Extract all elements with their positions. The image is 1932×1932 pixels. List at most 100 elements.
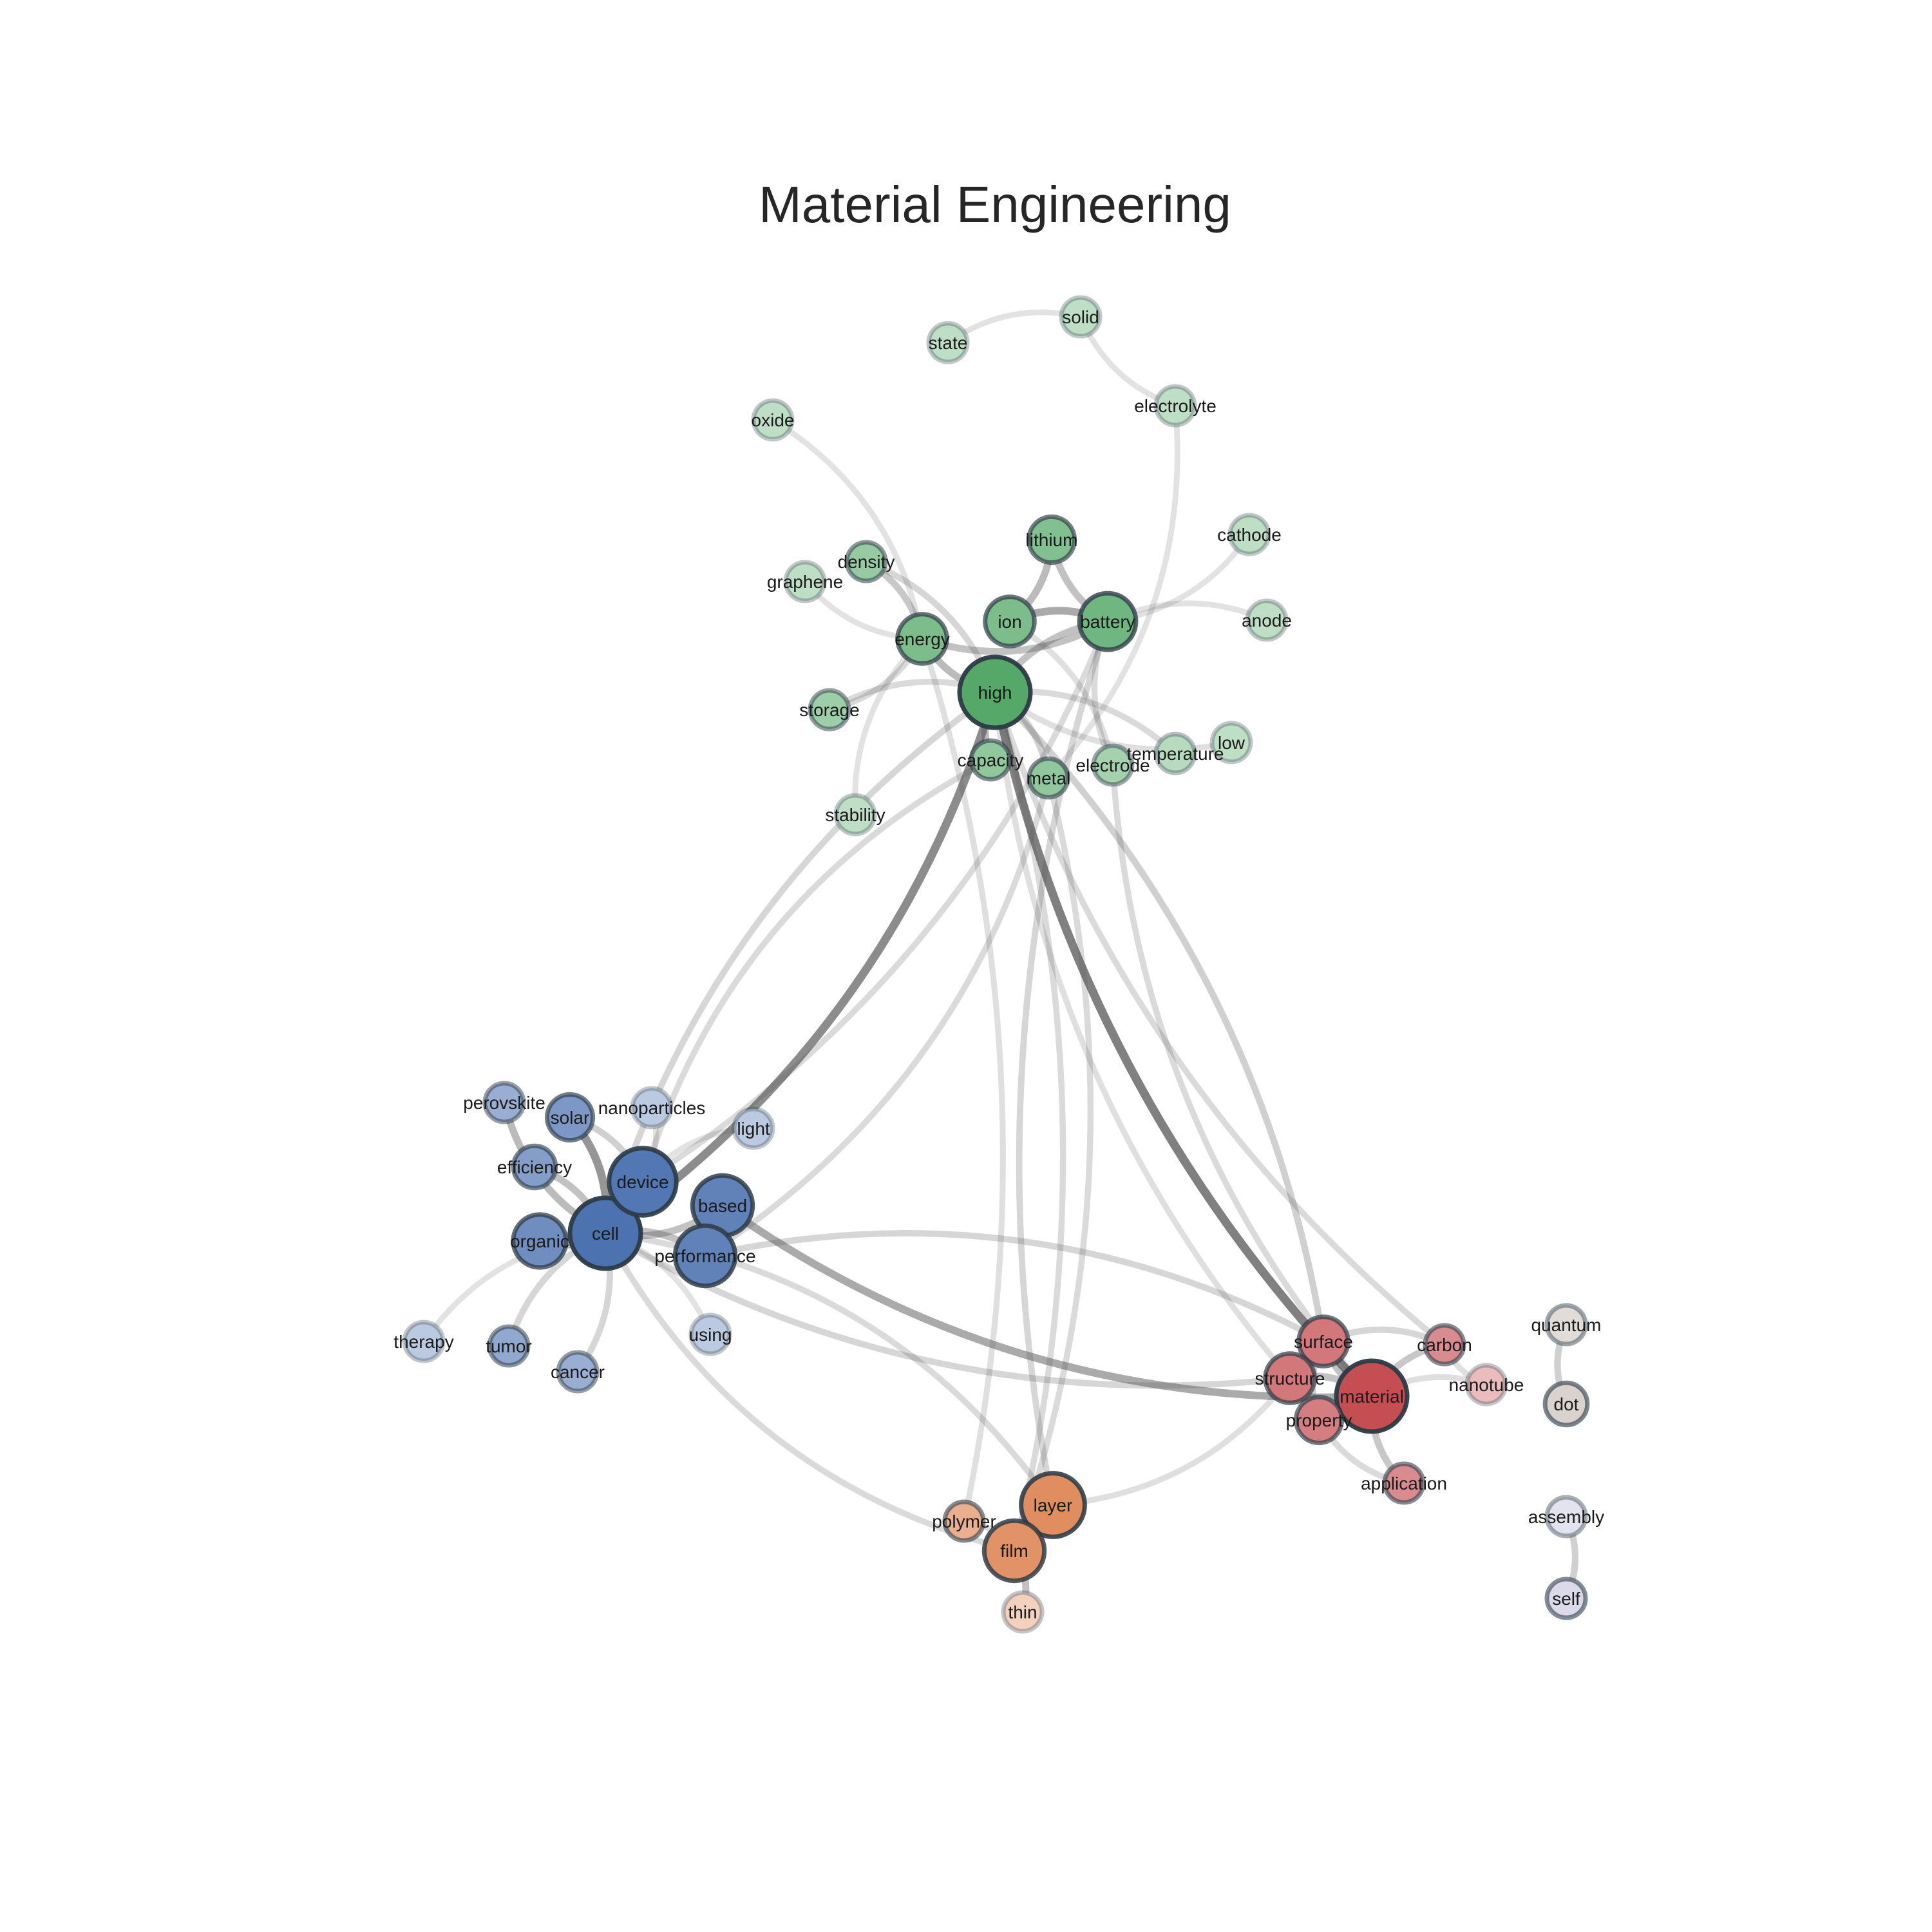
node-self xyxy=(1544,1577,1588,1620)
node-electrolyte xyxy=(1153,384,1197,428)
node-ion xyxy=(983,594,1037,649)
node-capacity xyxy=(969,738,1012,782)
node-efficiency xyxy=(511,1143,558,1191)
node-graphene xyxy=(783,560,827,603)
node-state xyxy=(926,321,970,365)
node-anode xyxy=(1245,598,1289,642)
node-organic xyxy=(511,1212,569,1270)
node-label-lithium: lithium xyxy=(1026,530,1078,550)
node-energy xyxy=(895,612,949,666)
node-label-electrode: electrode xyxy=(1075,755,1150,775)
node-label-carbon: carbon xyxy=(1417,1335,1472,1355)
edge-cell-film xyxy=(602,1230,1018,1554)
node-lithium xyxy=(1026,514,1077,565)
node-oxide xyxy=(751,398,795,442)
node-label-performance: performance xyxy=(654,1246,755,1266)
node-label-metal: metal xyxy=(1027,768,1070,788)
node-quantum xyxy=(1544,1303,1588,1347)
node-temperature xyxy=(1153,732,1197,775)
node-label-nanoparticles: nanoparticles xyxy=(598,1098,706,1118)
node-perovskite xyxy=(482,1081,526,1124)
edge-energy-polymer xyxy=(919,636,1006,1524)
node-electrode xyxy=(1091,743,1135,787)
node-label-property: property xyxy=(1286,1410,1352,1430)
node-label-organic: organic xyxy=(510,1231,569,1251)
node-label-ion: ion xyxy=(998,612,1021,632)
node-storage xyxy=(808,688,851,732)
node-label-cancer: cancer xyxy=(551,1362,605,1382)
node-low xyxy=(1209,721,1253,764)
node-label-nanotube: nanotube xyxy=(1449,1375,1524,1395)
node-dot xyxy=(1542,1380,1590,1428)
node-metal xyxy=(1027,756,1070,800)
node-label-using: using xyxy=(689,1325,732,1345)
node-label-tumor: tumor xyxy=(486,1336,532,1356)
edge-high-film xyxy=(992,689,1066,1554)
node-device xyxy=(607,1146,679,1218)
edge-cell-high xyxy=(602,689,998,1236)
node-using xyxy=(688,1312,732,1356)
node-solid xyxy=(1059,295,1103,339)
node-tumor xyxy=(487,1324,531,1368)
edge-metal-film xyxy=(1011,775,1094,1554)
edge-high-material xyxy=(990,688,1376,1401)
chart-title: Material Engineering xyxy=(759,176,1231,233)
node-polymer xyxy=(942,1499,986,1543)
node-label-capacity: capacity xyxy=(958,750,1024,770)
node-nanoparticles xyxy=(630,1086,674,1130)
node-high xyxy=(957,654,1033,730)
node-label-anode: anode xyxy=(1242,611,1292,630)
node-label-density: density xyxy=(838,552,895,572)
node-assembly xyxy=(1544,1495,1588,1539)
edge-battery-device xyxy=(639,618,1111,1185)
node-label-based: based xyxy=(698,1196,747,1216)
edge-energy-oxide xyxy=(770,417,925,642)
node-label-cell: cell xyxy=(592,1224,619,1244)
edge-structure-layer xyxy=(1050,1375,1293,1508)
edge-high-structure xyxy=(992,689,1293,1381)
node-label-device: device xyxy=(617,1172,669,1192)
edge-metal-electrolyte xyxy=(1045,402,1180,781)
node-label-therapy: therapy xyxy=(393,1332,453,1352)
edge-battery-layer xyxy=(1016,618,1111,1508)
node-label-structure: structure xyxy=(1255,1368,1325,1388)
node-label-temperature: temperature xyxy=(1127,744,1224,764)
node-material xyxy=(1334,1358,1410,1434)
node-surface xyxy=(1296,1314,1350,1368)
node-label-energy: energy xyxy=(895,629,950,649)
node-application xyxy=(1382,1461,1426,1505)
node-film xyxy=(981,1518,1047,1584)
node-cancer xyxy=(556,1350,600,1394)
node-structure xyxy=(1263,1351,1317,1405)
node-label-application: application xyxy=(1361,1473,1447,1493)
node-label-film: film xyxy=(1000,1541,1028,1561)
node-label-oxide: oxide xyxy=(752,410,795,430)
edge-performance-surface xyxy=(702,1230,1327,1345)
node-label-surface: surface xyxy=(1294,1332,1353,1352)
edge-carbon-high xyxy=(992,689,1448,1348)
node-label-cathode: cathode xyxy=(1217,525,1282,545)
node-label-polymer: polymer xyxy=(932,1511,996,1531)
node-performance xyxy=(672,1223,738,1289)
node-label-layer: layer xyxy=(1034,1495,1073,1515)
node-layer xyxy=(1019,1471,1087,1539)
edge-electrode-material xyxy=(1110,762,1375,1399)
node-label-thin: thin xyxy=(1008,1602,1037,1622)
node-label-storage: storage xyxy=(799,700,859,720)
node-property xyxy=(1293,1394,1345,1446)
node-label-efficiency: efficiency xyxy=(497,1157,572,1177)
node-solar xyxy=(544,1092,596,1143)
node-label-stability: stability xyxy=(825,805,885,825)
edge-metal-performance xyxy=(702,775,1052,1259)
node-label-assembly: assembly xyxy=(1528,1507,1604,1527)
node-nanotube xyxy=(1464,1363,1508,1406)
node-label-electrolyte: electrolyte xyxy=(1134,396,1217,416)
node-therapy xyxy=(402,1320,446,1363)
nodes-layer xyxy=(402,295,1590,1634)
node-label-solid: solid xyxy=(1062,307,1099,327)
node-label-material: material xyxy=(1340,1387,1404,1406)
node-battery xyxy=(1077,591,1139,652)
node-cell xyxy=(567,1195,643,1271)
